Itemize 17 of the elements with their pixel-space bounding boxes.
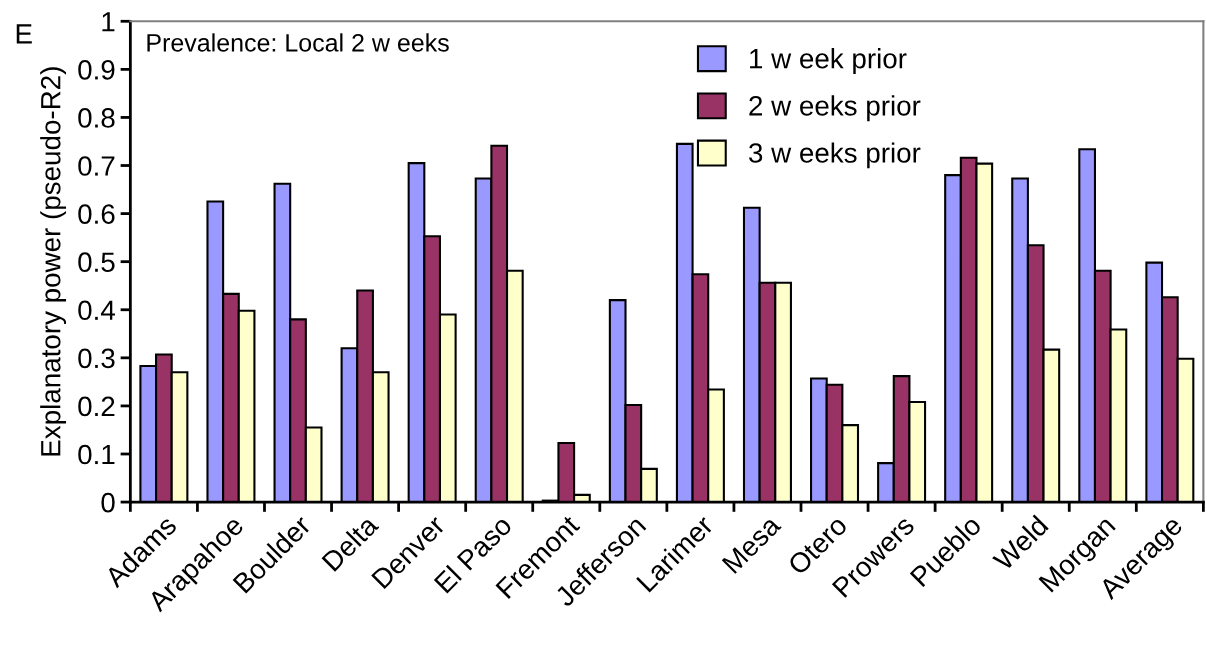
y-tick-label: 0.3	[78, 348, 115, 369]
y-tick-label: 0.4	[78, 300, 115, 321]
legend-label: 2 w eeks prior	[749, 95, 921, 122]
y-tick-label: 0.8	[78, 108, 115, 128]
y-tick-label: 0.7	[78, 156, 115, 176]
y-axis-title: Explanatory power (pseudo-R2)	[40, 67, 67, 456]
y-tick-label: 0	[101, 492, 115, 513]
y-tick-label: 1	[102, 12, 115, 32]
text: E	[16, 24, 32, 44]
y-tick-label: 0.2	[78, 396, 115, 417]
y-tick-label: 0.9	[78, 60, 115, 80]
y-tick-label: 0.5	[78, 252, 115, 273]
y-tick-label: 0.6	[78, 204, 115, 224]
annotation: Prevalence: Local 2 w eeks	[147, 33, 449, 52]
y-tick-label: 0.1	[78, 444, 115, 465]
legend-label: 3 w eeks prior	[749, 142, 921, 169]
legend-label: 1 w eek prior	[750, 48, 907, 74]
